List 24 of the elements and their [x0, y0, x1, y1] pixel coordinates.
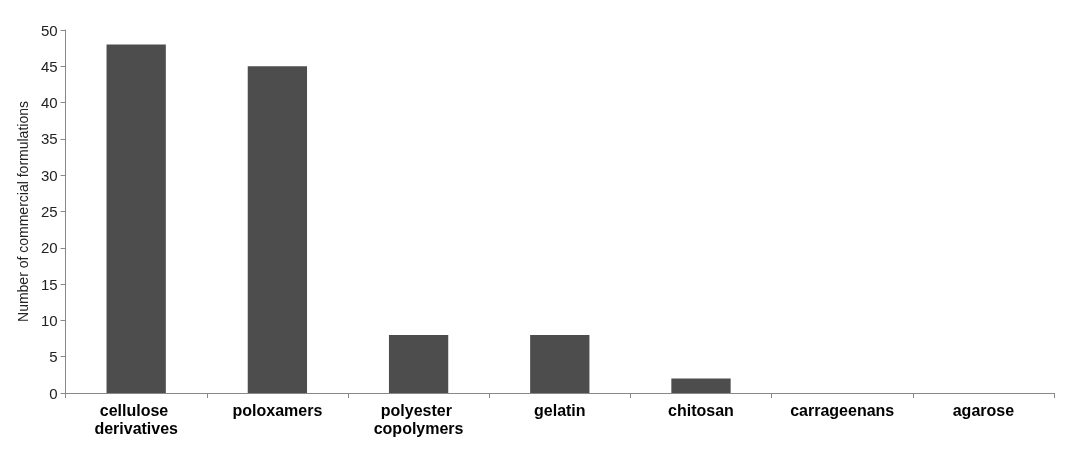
y-tick-label: 50	[40, 21, 58, 39]
bar	[106, 44, 166, 393]
x-tick-label: cellulose derivatives	[94, 401, 179, 437]
x-tick-label: gelatin	[534, 401, 586, 419]
x-tick-label: agarose	[952, 401, 1015, 419]
y-tick-label: 5	[49, 348, 58, 366]
x-tick-label: polyester copolymers	[373, 401, 464, 437]
bar	[388, 334, 449, 393]
bar	[530, 334, 590, 393]
bar	[247, 66, 308, 393]
y-tick-label: 40	[40, 94, 58, 112]
bar	[671, 378, 731, 393]
y-tick-label: 35	[40, 130, 58, 148]
y-tick-label: 45	[40, 57, 58, 75]
y-tick-label: 20	[40, 239, 58, 257]
x-tick-label: poloxamers	[232, 401, 323, 419]
y-axis-title: Number of commercial formulations	[15, 101, 31, 322]
x-tick-label: carrageenans	[790, 401, 895, 419]
y-tick-label: 25	[40, 203, 58, 220]
y-tick-label: 15	[40, 275, 58, 293]
y-tick-label: 30	[40, 166, 58, 184]
x-tick-label: chitosan	[668, 401, 734, 419]
y-tick-label: 10	[40, 311, 58, 329]
y-tick-label: 0	[49, 384, 58, 402]
